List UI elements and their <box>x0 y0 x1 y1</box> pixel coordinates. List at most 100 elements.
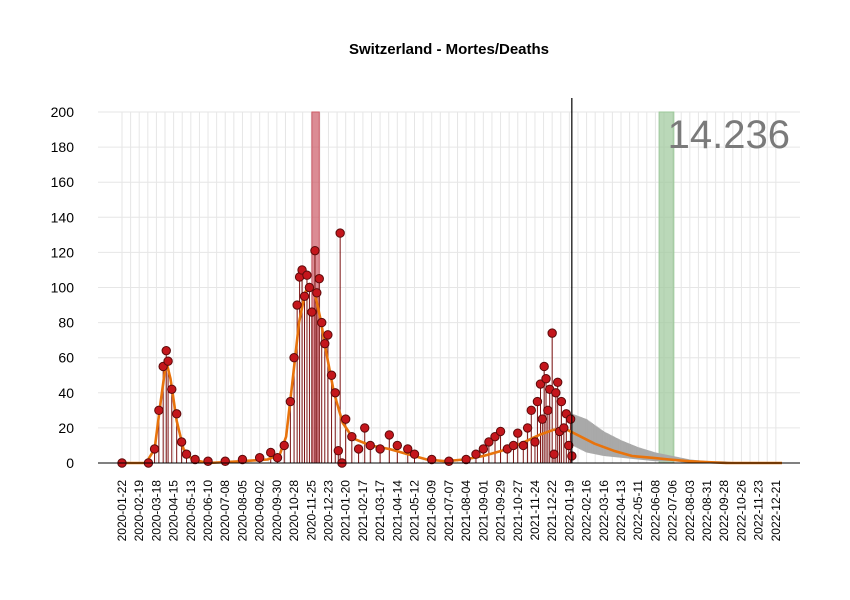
observation-point <box>365 440 375 451</box>
observation-point <box>335 228 345 238</box>
observation-point <box>543 405 553 416</box>
trend-line <box>122 282 782 465</box>
observation-point <box>427 454 437 465</box>
observation-point <box>526 405 536 416</box>
observation-point <box>484 437 494 447</box>
x-tick-label: 2020-06-10 <box>201 480 215 542</box>
y-tick-label: 20 <box>58 420 74 436</box>
y-tick-label: 40 <box>58 385 74 401</box>
observation-point <box>547 328 557 338</box>
x-tick-label: 2020-05-13 <box>184 480 198 542</box>
x-tick-label: 2021-10-27 <box>511 480 525 542</box>
observation-point <box>559 423 569 433</box>
x-tick-label: 2021-09-01 <box>476 480 490 542</box>
y-tick-label: 180 <box>51 139 75 155</box>
y-tick-label: 160 <box>51 174 75 190</box>
observation-point <box>307 307 317 317</box>
observation-point <box>254 453 265 463</box>
observation-point <box>323 330 333 340</box>
observation-point <box>326 370 337 380</box>
x-tick-label: 2021-06-09 <box>425 480 439 542</box>
x-tick-label: 2020-04-15 <box>167 480 181 542</box>
observation-point <box>564 440 574 451</box>
x-tick-label: 2020-03-18 <box>149 480 163 542</box>
observation-point <box>392 440 403 451</box>
observation-point <box>279 440 289 451</box>
x-tick-label: 2020-10-28 <box>287 480 301 542</box>
observation-points <box>117 228 577 468</box>
x-tick-label: 2022-02-16 <box>580 480 594 542</box>
x-tick-label: 2021-11-24 <box>528 480 542 541</box>
forecast-highlight-band <box>658 111 675 464</box>
x-tick-label: 2020-09-30 <box>270 480 284 542</box>
observation-point <box>530 437 540 447</box>
y-tick-label: 60 <box>58 350 74 366</box>
y-tick-label: 120 <box>51 244 75 260</box>
x-tick-label: 2020-01-22 <box>115 480 129 542</box>
observation-point <box>330 388 340 398</box>
x-tick-label: 2021-01-20 <box>339 480 353 542</box>
observation-point <box>518 440 528 451</box>
x-tick-label: 2020-07-08 <box>218 480 232 542</box>
observation-point <box>181 449 192 459</box>
observation-point <box>312 288 322 298</box>
x-tick-label: 2021-05-12 <box>408 480 422 542</box>
observation-point <box>471 449 481 459</box>
x-tick-label: 2021-12-22 <box>545 480 559 542</box>
x-tick-label: 2020-02-19 <box>132 480 146 542</box>
x-tick-label: 2021-02-17 <box>356 480 370 542</box>
x-tick-label: 2021-09-29 <box>494 480 508 542</box>
y-tick-label: 0 <box>66 455 74 471</box>
x-tick-label: 2021-07-07 <box>442 480 456 542</box>
observation-point <box>495 426 506 437</box>
observation-point <box>532 396 543 407</box>
observation-point <box>556 396 567 407</box>
x-tick-label: 2022-08-31 <box>700 480 714 542</box>
observation-point <box>320 338 330 349</box>
observation-point <box>461 454 471 465</box>
x-tick-label: 2022-12-21 <box>769 480 783 542</box>
y-tick-label: 140 <box>51 209 75 225</box>
x-tick-label: 2022-07-06 <box>666 480 680 542</box>
observation-point <box>285 396 296 407</box>
observation-point <box>537 414 548 424</box>
observation-point <box>444 456 454 466</box>
observation-point <box>190 454 200 465</box>
observation-point <box>266 447 276 458</box>
observation-point <box>375 444 385 454</box>
observation-point <box>384 430 395 440</box>
chart-title: Switzerland - Mortes/Deaths <box>349 41 549 58</box>
observation-point <box>552 377 563 387</box>
observation-point <box>551 388 561 398</box>
x-tick-label: 2021-03-17 <box>373 480 387 542</box>
y-tick-label: 200 <box>51 104 75 120</box>
x-tick-label: 2020-09-02 <box>253 480 267 542</box>
x-tick-label: 2022-08-03 <box>683 480 697 542</box>
observation-point <box>171 409 182 419</box>
observation-point <box>353 444 364 454</box>
x-tick-label: 2022-09-28 <box>717 480 731 542</box>
x-tick-label: 2020-11-25 <box>304 480 318 541</box>
observation-point <box>203 456 213 466</box>
observation-point <box>163 356 173 366</box>
observation-point <box>340 414 351 424</box>
trend-line-path <box>122 282 782 465</box>
observation-point <box>478 444 489 454</box>
x-tick-label: 2022-04-13 <box>614 480 628 542</box>
observation-point <box>317 317 327 328</box>
observation-point <box>360 423 370 433</box>
observation-point <box>167 384 177 394</box>
observation-point <box>272 453 283 463</box>
x-tick-label: 2021-04-14 <box>390 480 404 542</box>
observation-point <box>508 440 519 451</box>
observation-point <box>409 449 420 459</box>
x-tick-label: 2021-08-04 <box>459 480 473 542</box>
y-tick-label: 100 <box>51 280 75 296</box>
observation-point <box>149 444 160 454</box>
observation-point <box>289 353 299 363</box>
observation-point <box>549 449 559 459</box>
observation-point <box>541 374 551 384</box>
x-tick-label: 2020-12-23 <box>321 480 335 542</box>
observation-point <box>292 300 302 310</box>
